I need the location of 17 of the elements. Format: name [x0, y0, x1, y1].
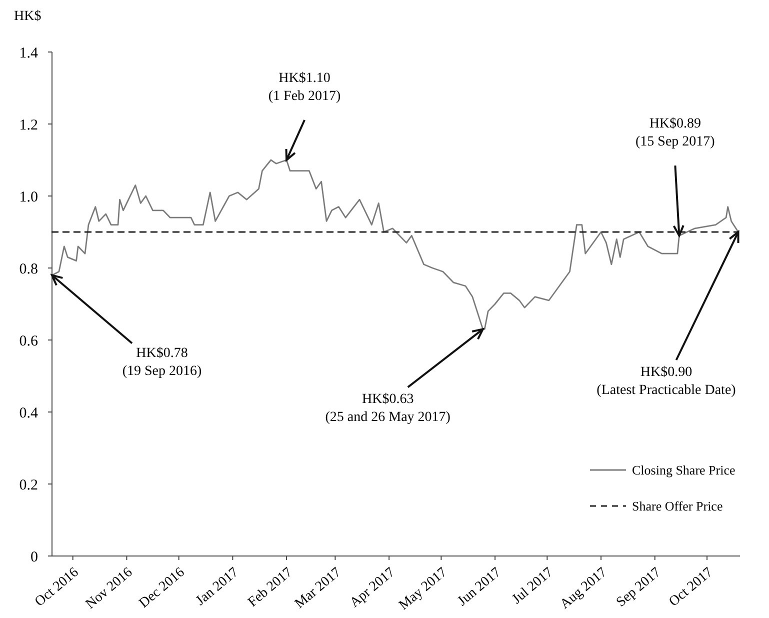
y-tick-label: 0 — [30, 549, 38, 566]
y-tick-label: 0.4 — [19, 405, 38, 422]
y-axis-title: HK$ — [14, 9, 42, 24]
annotation: HK$1.10 (1 Feb 2017) — [268, 71, 342, 104]
legend-label: Share Offer Price — [632, 498, 723, 514]
y-tick-label: 0.8 — [19, 261, 38, 278]
line-series — [51, 159, 739, 330]
y-tick-label: 1.2 — [19, 117, 38, 134]
annotation: HK$0.90 (Latest Practicable Date) — [596, 365, 736, 398]
annotation: HK$0.63 (25 and 26 May 2017) — [325, 392, 451, 426]
annotation: HK$0.78 (19 Sep 2016) — [122, 346, 202, 380]
y-tick-label: 0.6 — [19, 333, 38, 350]
y-tick-label: 0.2 — [19, 477, 38, 494]
annotation: HK$0.89 (15 Sep 2017) — [636, 116, 716, 150]
y-tick-label: 1.0 — [19, 189, 38, 206]
y-tick-label: 1.4 — [19, 45, 38, 62]
legend-label: Closing Share Price — [632, 462, 736, 478]
